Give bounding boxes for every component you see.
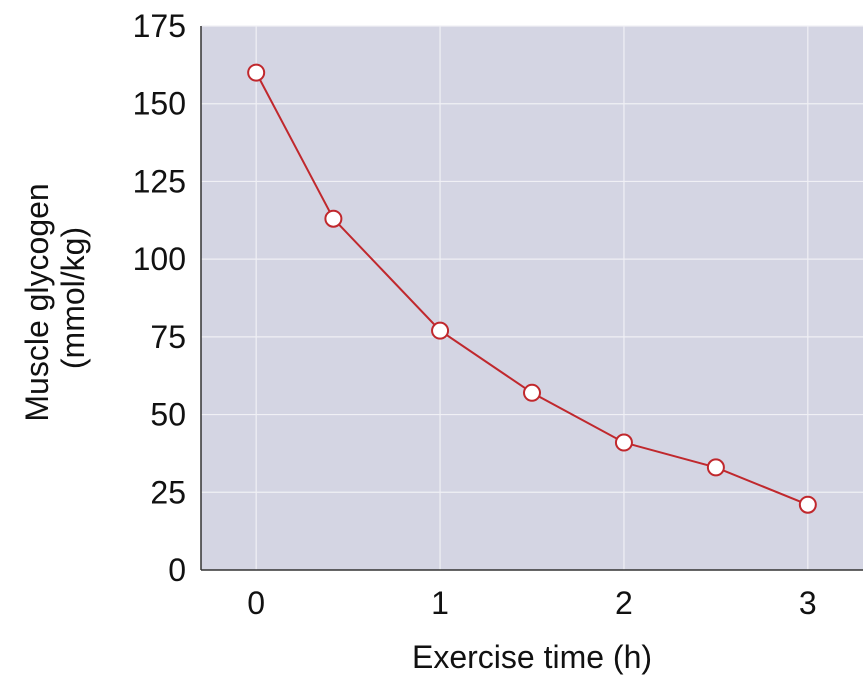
x-tick-label-0: 0 xyxy=(247,585,265,621)
data-point-6 xyxy=(798,495,817,514)
y-tick-label-5: 125 xyxy=(133,163,186,199)
plot-area xyxy=(201,26,863,570)
x-tick-label-1: 1 xyxy=(431,585,449,621)
data-point-0 xyxy=(247,63,266,82)
y-tick-label-0: 0 xyxy=(168,552,186,588)
data-point-3 xyxy=(523,383,541,402)
data-point-1 xyxy=(324,209,343,228)
y-tick-label-7: 175 xyxy=(133,8,186,44)
x-axis-title: Exercise time (h) xyxy=(412,639,652,675)
x-tick-label-3: 3 xyxy=(799,585,817,621)
x-tick-label-2: 2 xyxy=(615,585,633,621)
y-tick-label-3: 75 xyxy=(150,319,186,355)
y-axis-title-line1: Muscle glycogen xyxy=(19,183,55,421)
y-tick-labels: 0 25 50 75 100 125 150 175 xyxy=(133,8,186,588)
y-tick-label-1: 25 xyxy=(150,474,186,510)
data-point-5 xyxy=(706,458,725,477)
y-tick-label-6: 150 xyxy=(133,86,186,122)
data-point-4 xyxy=(614,433,633,452)
x-tick-labels: 0 1 2 3 xyxy=(247,585,816,621)
data-points xyxy=(247,63,817,514)
data-point-2 xyxy=(431,321,450,340)
y-tick-label-4: 100 xyxy=(133,241,186,277)
y-axis-title-line2: (mmol/kg) xyxy=(55,227,91,369)
grid-lines xyxy=(201,25,863,570)
y-tick-label-2: 50 xyxy=(150,397,186,433)
y-axis-title: Muscle glycogen (mmol/kg) xyxy=(19,174,91,421)
